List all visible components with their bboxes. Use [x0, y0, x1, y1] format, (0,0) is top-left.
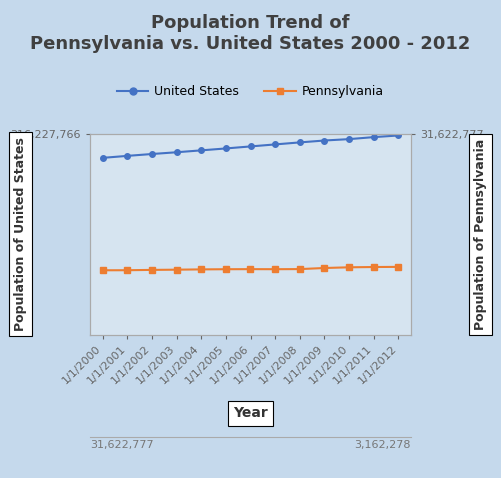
Text: Population of United States: Population of United States	[14, 137, 27, 331]
Text: 31,622,777: 31,622,777	[90, 440, 154, 449]
Legend: United States, Pennsylvania: United States, Pennsylvania	[112, 80, 389, 104]
Text: 3,162,278: 3,162,278	[354, 440, 411, 449]
Text: Population of Pennsylvania: Population of Pennsylvania	[474, 139, 487, 330]
Text: Population Trend of
Pennsylvania vs. United States 2000 - 2012: Population Trend of Pennsylvania vs. Uni…	[31, 14, 470, 53]
Text: Year: Year	[233, 406, 268, 421]
